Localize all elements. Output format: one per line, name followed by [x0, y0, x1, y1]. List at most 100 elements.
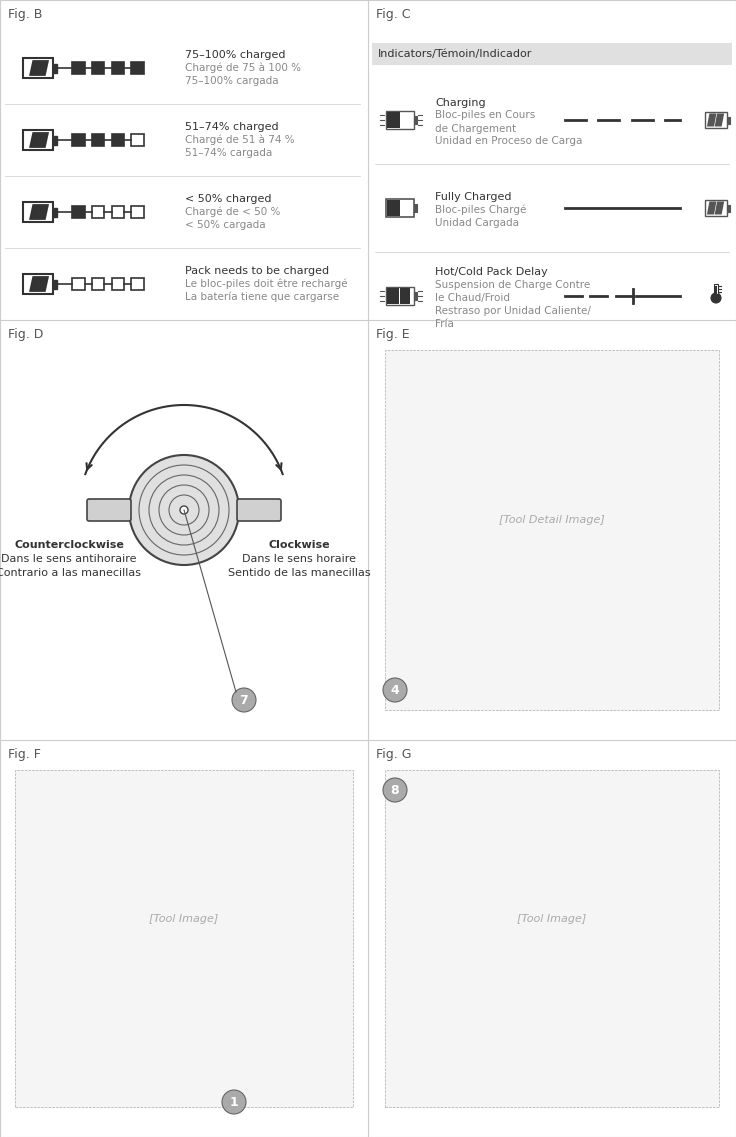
Bar: [53, 207, 57, 216]
Bar: [53, 280, 57, 289]
Text: Chargé de 75 à 100 %: Chargé de 75 à 100 %: [185, 63, 301, 73]
Bar: [414, 116, 417, 124]
Circle shape: [222, 1090, 246, 1114]
Text: Indicators/Témoin/Indicador: Indicators/Témoin/Indicador: [378, 49, 532, 59]
Text: La batería tiene que cargarse: La batería tiene que cargarse: [185, 292, 339, 302]
Bar: [72, 277, 85, 290]
Bar: [132, 206, 144, 218]
Bar: [92, 206, 105, 218]
Bar: [132, 134, 144, 147]
Circle shape: [383, 778, 407, 802]
Text: Chargé de 51 à 74 %: Chargé de 51 à 74 %: [185, 135, 294, 146]
Bar: [72, 134, 85, 147]
Bar: [727, 116, 730, 124]
Polygon shape: [707, 201, 716, 215]
Text: [Tool Image]: [Tool Image]: [149, 913, 219, 923]
Bar: [112, 206, 124, 218]
Bar: [53, 135, 57, 144]
Text: Bloc-piles en Cours: Bloc-piles en Cours: [435, 110, 535, 121]
Text: Fría: Fría: [435, 319, 454, 329]
Text: < 50% charged: < 50% charged: [185, 194, 272, 204]
Polygon shape: [707, 114, 716, 126]
Bar: [705, 200, 727, 216]
Text: le Chaud/Froid: le Chaud/Froid: [435, 293, 510, 302]
FancyBboxPatch shape: [23, 58, 53, 78]
Text: Fig. F: Fig. F: [8, 748, 41, 761]
Bar: [92, 61, 105, 74]
Text: 4: 4: [391, 683, 400, 697]
Circle shape: [180, 506, 188, 514]
Polygon shape: [29, 60, 41, 76]
Text: 1: 1: [230, 1096, 238, 1109]
Polygon shape: [37, 132, 49, 148]
Text: Pack needs to be charged: Pack needs to be charged: [185, 266, 329, 276]
Circle shape: [383, 678, 407, 702]
Text: Fully Charged: Fully Charged: [435, 192, 512, 202]
Polygon shape: [37, 276, 49, 292]
Text: Fig. B: Fig. B: [8, 8, 43, 20]
Text: 7: 7: [240, 694, 248, 706]
Bar: [386, 199, 414, 217]
Text: Counterclockwise: Counterclockwise: [14, 540, 124, 550]
Text: Fig. D: Fig. D: [8, 327, 43, 341]
Polygon shape: [29, 276, 41, 292]
Text: Charging: Charging: [435, 98, 486, 108]
Text: 75–100% cargada: 75–100% cargada: [185, 76, 279, 86]
Polygon shape: [29, 205, 41, 219]
Bar: [112, 61, 124, 74]
Text: Chargé de < 50 %: Chargé de < 50 %: [185, 207, 280, 217]
Text: Hot/Cold Pack Delay: Hot/Cold Pack Delay: [435, 267, 548, 277]
Text: < 50% cargada: < 50% cargada: [185, 219, 266, 230]
Bar: [72, 61, 85, 74]
Text: 51–74% cargada: 51–74% cargada: [185, 148, 272, 158]
Bar: [400, 288, 409, 304]
FancyBboxPatch shape: [23, 130, 53, 150]
Bar: [372, 43, 732, 65]
Bar: [92, 134, 105, 147]
Bar: [132, 277, 144, 290]
Text: Sentido de las manecillas: Sentido de las manecillas: [227, 568, 370, 578]
Text: Unidad en Proceso de Carga: Unidad en Proceso de Carga: [435, 136, 582, 147]
Circle shape: [711, 293, 721, 302]
FancyBboxPatch shape: [237, 499, 281, 521]
Bar: [132, 61, 144, 74]
Text: Unidad Cargada: Unidad Cargada: [435, 218, 519, 229]
Text: [Tool Detail Image]: [Tool Detail Image]: [499, 515, 605, 525]
Bar: [385, 770, 719, 1107]
Text: Restraso por Unidad Caliente/: Restraso por Unidad Caliente/: [435, 306, 591, 316]
Text: Clockwise: Clockwise: [268, 540, 330, 550]
Bar: [387, 113, 400, 128]
Bar: [386, 111, 414, 128]
Polygon shape: [715, 114, 724, 126]
Bar: [705, 113, 727, 128]
Bar: [386, 287, 414, 305]
Bar: [387, 288, 399, 304]
Bar: [92, 277, 105, 290]
Bar: [112, 134, 124, 147]
Polygon shape: [715, 201, 724, 215]
FancyBboxPatch shape: [23, 274, 53, 293]
Text: 75–100% charged: 75–100% charged: [185, 50, 286, 60]
Bar: [714, 284, 718, 294]
Bar: [414, 204, 417, 211]
Polygon shape: [37, 205, 49, 219]
Bar: [112, 277, 124, 290]
Text: Fig. G: Fig. G: [376, 748, 411, 761]
Text: 51–74% charged: 51–74% charged: [185, 122, 279, 132]
Bar: [715, 287, 717, 294]
Circle shape: [232, 688, 256, 712]
Text: 8: 8: [391, 783, 400, 797]
Bar: [72, 206, 85, 218]
Bar: [727, 205, 730, 211]
Text: Dans le sens horaire: Dans le sens horaire: [242, 554, 356, 564]
Bar: [15, 770, 353, 1107]
Text: Fig. C: Fig. C: [376, 8, 411, 20]
Polygon shape: [37, 60, 49, 76]
Text: de Chargement: de Chargement: [435, 124, 516, 133]
Circle shape: [129, 455, 239, 565]
Bar: [53, 64, 57, 73]
Text: Dans le sens antihoraire: Dans le sens antihoraire: [1, 554, 137, 564]
Bar: [387, 200, 400, 216]
Text: [Tool Image]: [Tool Image]: [517, 913, 587, 923]
Bar: [414, 292, 417, 300]
